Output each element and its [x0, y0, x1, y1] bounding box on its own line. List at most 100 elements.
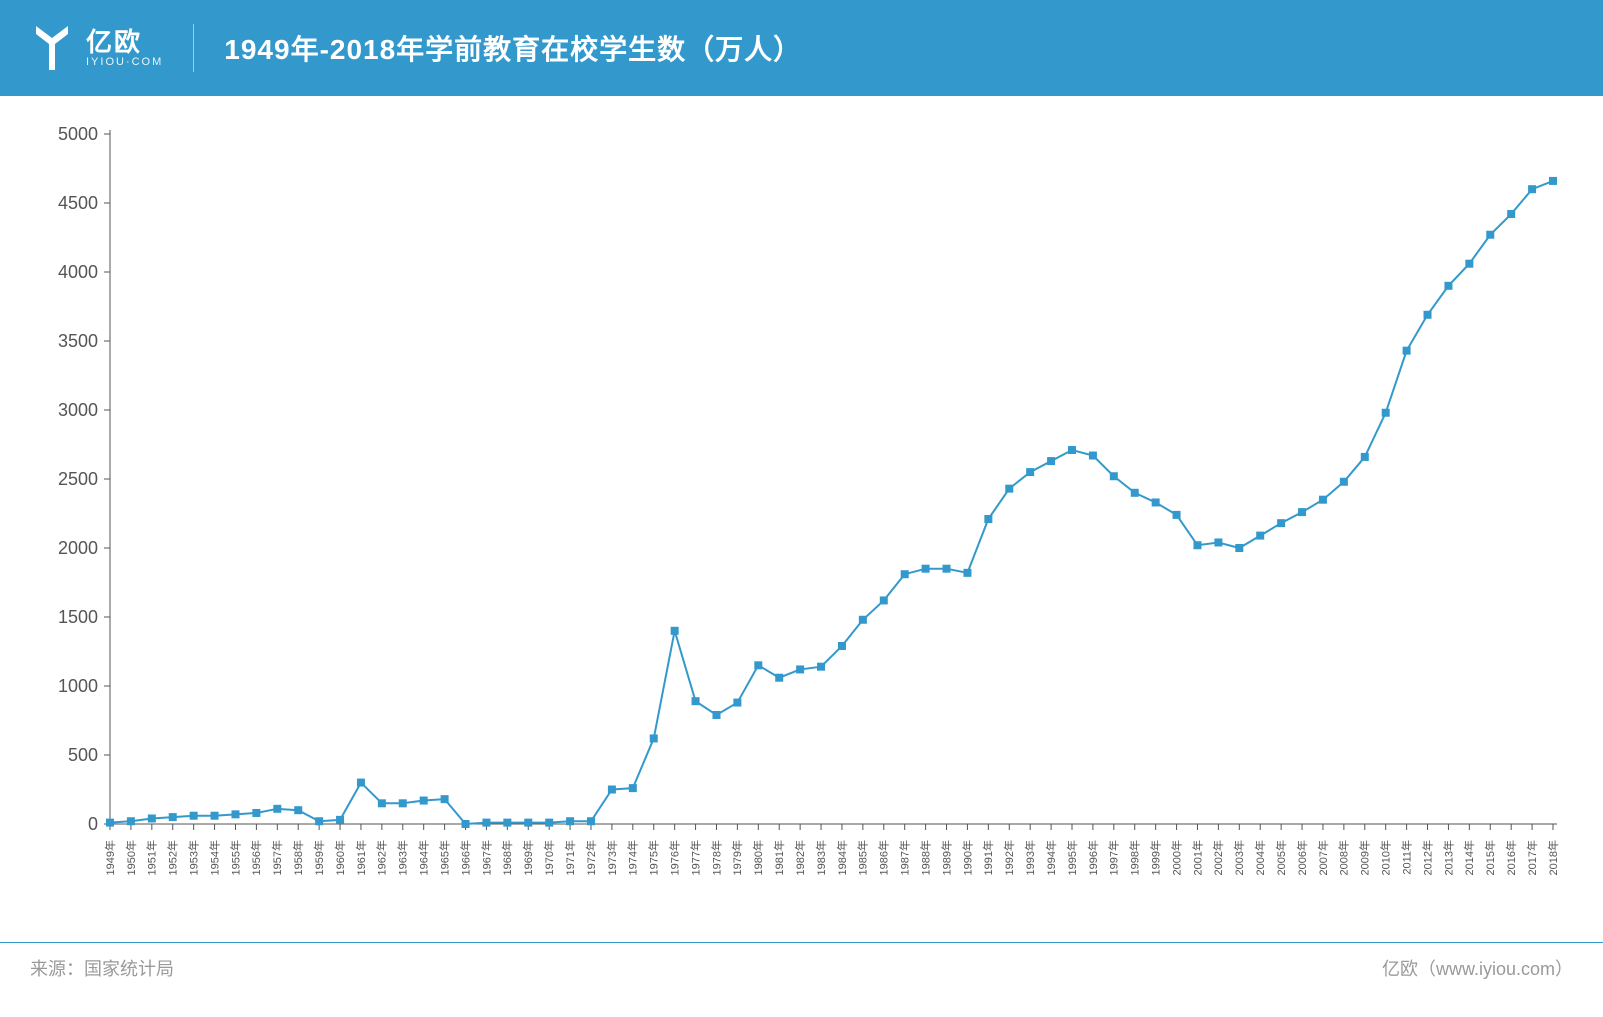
data-marker	[1361, 453, 1369, 461]
data-marker	[1298, 508, 1306, 516]
y-tick-label: 2500	[58, 469, 98, 489]
footer-bar: 来源：国家统计局 亿欧（www.iyiou.com）	[0, 943, 1603, 999]
data-marker	[650, 734, 658, 742]
data-marker	[817, 663, 825, 671]
data-marker	[963, 569, 971, 577]
y-tick-label: 5000	[58, 124, 98, 144]
x-tick-label: 1949年	[103, 840, 117, 875]
data-marker	[1277, 519, 1285, 527]
x-tick-label: 1976年	[668, 840, 682, 875]
x-tick-label: 2016年	[1504, 840, 1518, 875]
data-marker	[796, 665, 804, 673]
data-marker	[148, 814, 156, 822]
data-marker	[357, 779, 365, 787]
x-tick-label: 1951年	[145, 840, 159, 875]
data-marker	[629, 784, 637, 792]
x-tick-label: 2001年	[1190, 840, 1204, 875]
x-tick-label: 2014年	[1462, 840, 1476, 875]
data-marker	[1005, 485, 1013, 493]
chart-title: 1949年-2018年学前教育在校学生数（万人）	[224, 28, 802, 68]
x-tick-label: 1989年	[939, 840, 953, 875]
x-tick-label: 1950年	[124, 840, 138, 875]
data-marker	[712, 711, 720, 719]
x-tick-label: 1965年	[437, 840, 451, 875]
x-tick-label: 1957年	[270, 840, 284, 875]
x-tick-label: 2007年	[1316, 840, 1330, 875]
x-tick-label: 1997年	[1107, 840, 1121, 875]
x-tick-label: 1980年	[751, 840, 765, 875]
x-tick-label: 2000年	[1169, 840, 1183, 875]
data-marker	[441, 795, 449, 803]
x-tick-label: 1974年	[626, 840, 640, 875]
x-tick-label: 1955年	[228, 840, 242, 875]
x-tick-label: 1992年	[1002, 840, 1016, 875]
x-tick-label: 1993年	[1023, 840, 1037, 875]
data-marker	[838, 642, 846, 650]
x-tick-label: 1967年	[479, 840, 493, 875]
credit-block: 亿欧（www.iyiou.com）	[1382, 955, 1573, 981]
x-tick-label: 1985年	[856, 840, 870, 875]
data-marker	[524, 819, 532, 827]
x-tick-label: 1972年	[584, 840, 598, 875]
data-marker	[733, 699, 741, 707]
data-marker	[294, 806, 302, 814]
x-tick-label: 2005年	[1274, 840, 1288, 875]
x-tick-label: 1983年	[814, 840, 828, 875]
data-marker	[231, 810, 239, 818]
data-marker	[1549, 177, 1557, 185]
brand-name-cn: 亿欧	[86, 28, 163, 57]
data-marker	[462, 820, 470, 828]
data-marker	[1047, 457, 1055, 465]
data-marker	[1256, 532, 1264, 540]
data-marker	[671, 627, 679, 635]
chart-area: 0500100015002000250030003500400045005000…	[0, 96, 1603, 943]
x-tick-label: 2002年	[1211, 840, 1225, 875]
x-tick-label: 1958年	[291, 840, 305, 875]
x-tick-label: 1991年	[981, 840, 995, 875]
x-tick-label: 1981年	[772, 840, 786, 875]
x-tick-label: 1963年	[396, 840, 410, 875]
x-tick-label: 1961年	[354, 840, 368, 875]
line-chart: 0500100015002000250030003500400045005000…	[30, 114, 1573, 934]
data-marker	[252, 809, 260, 817]
x-tick-label: 1968年	[500, 840, 514, 875]
data-marker	[901, 570, 909, 578]
data-marker	[1110, 472, 1118, 480]
x-tick-label: 1978年	[709, 840, 723, 875]
x-tick-label: 1979年	[730, 840, 744, 875]
x-tick-label: 1995年	[1065, 840, 1079, 875]
x-tick-label: 1964年	[417, 840, 431, 875]
x-tick-label: 2010年	[1379, 840, 1393, 875]
brand-name-en: IYIOU·COM	[86, 56, 163, 68]
x-tick-label: 2015年	[1483, 840, 1497, 875]
x-tick-label: 2008年	[1337, 840, 1351, 875]
x-tick-label: 2018年	[1546, 840, 1560, 875]
y-tick-label: 4000	[58, 262, 98, 282]
x-tick-label: 2004年	[1253, 840, 1267, 875]
y-tick-label: 0	[88, 814, 98, 834]
x-tick-label: 1994年	[1044, 840, 1058, 875]
data-marker	[754, 661, 762, 669]
data-marker	[1214, 538, 1222, 546]
data-marker	[1486, 231, 1494, 239]
chart-container: 亿欧 IYIOU·COM 1949年-2018年学前教育在校学生数（万人） 0 5…	[0, 0, 1603, 999]
data-marker	[503, 819, 511, 827]
y-tick-label: 1000	[58, 676, 98, 696]
x-tick-label: 2009年	[1358, 840, 1372, 875]
y-tick-label: 3000	[58, 400, 98, 420]
header-bar: 亿欧 IYIOU·COM 1949年-2018年学前教育在校学生数（万人）	[0, 0, 1603, 96]
x-tick-label: 2011年	[1399, 840, 1413, 875]
data-marker	[336, 816, 344, 824]
x-tick-label: 1982年	[793, 840, 807, 875]
data-marker	[1507, 210, 1515, 218]
data-marker	[587, 817, 595, 825]
x-tick-label: 1956年	[249, 840, 263, 875]
x-tick-label: 1970年	[542, 840, 556, 875]
data-marker	[211, 812, 219, 820]
x-tick-label: 1969年	[521, 840, 535, 875]
data-marker	[1444, 282, 1452, 290]
y-tick-label: 1500	[58, 607, 98, 627]
data-marker	[566, 817, 574, 825]
x-tick-label: 1954年	[207, 840, 221, 875]
y-tick-label: 4500	[58, 193, 98, 213]
